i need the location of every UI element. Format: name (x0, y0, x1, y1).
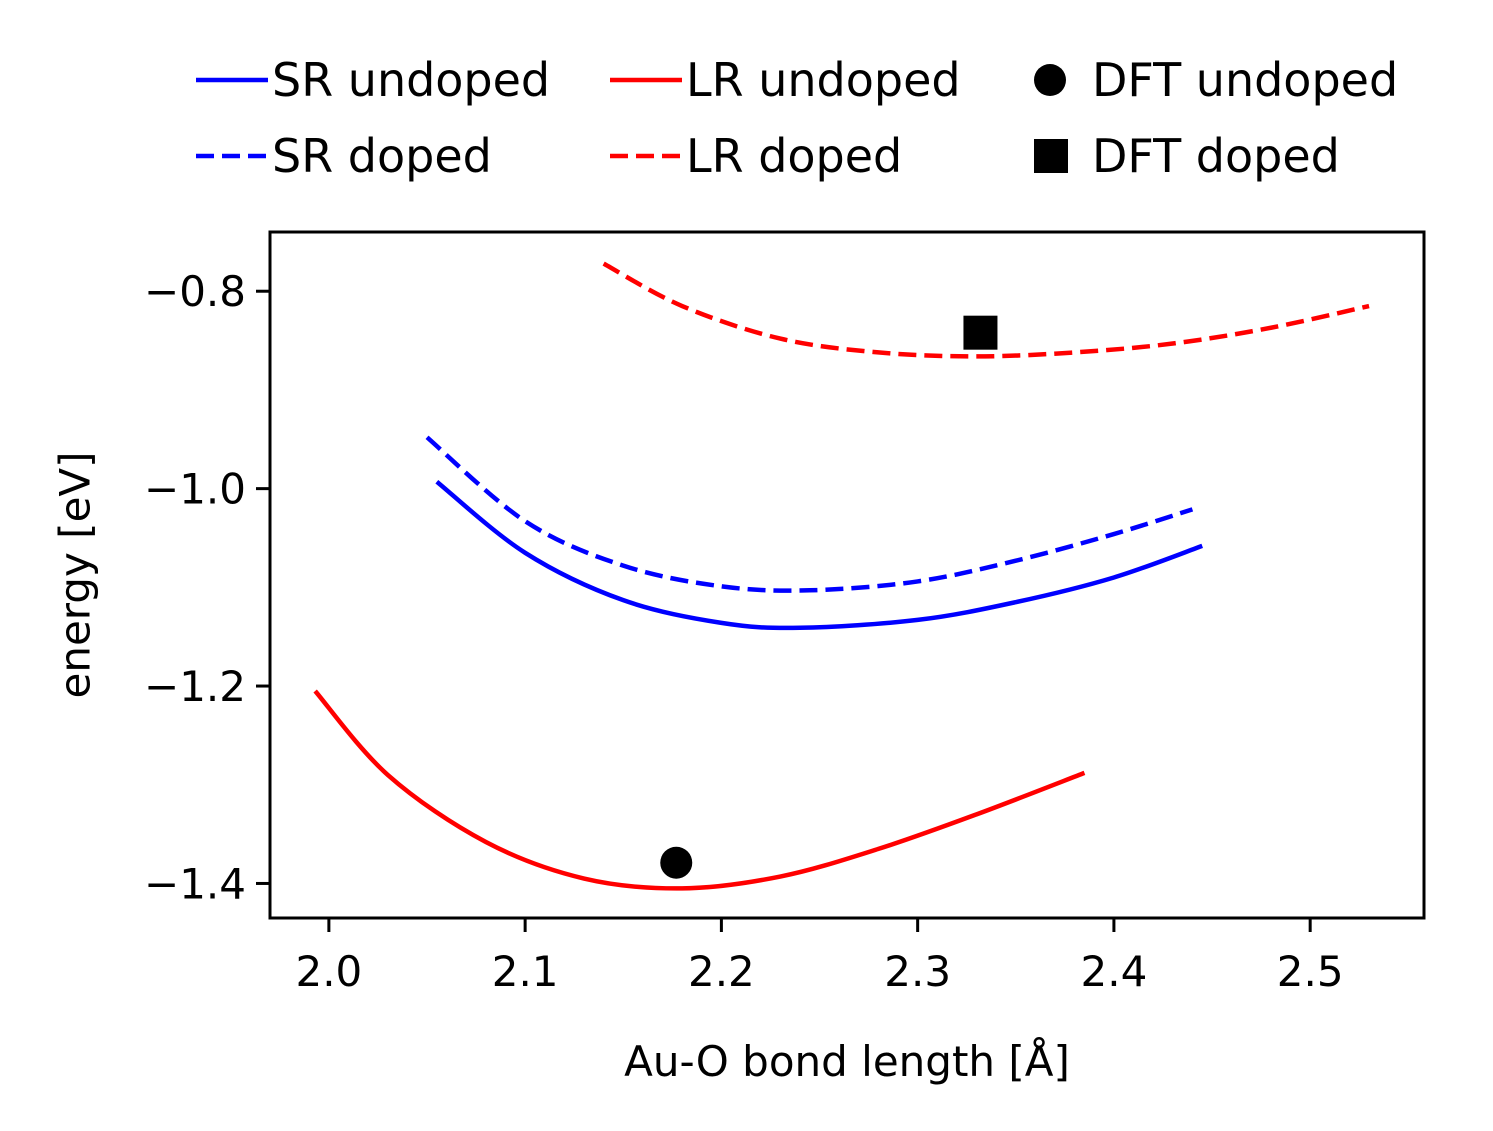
x-tick-label: 2.2 (688, 947, 755, 996)
legend-label-sr-undoped: SR undoped (272, 53, 550, 107)
x-axis-title: Au-O bond length [Å] (624, 1036, 1070, 1086)
legend-swatch-dft-doped (1034, 139, 1068, 173)
legend-label-lr-undoped: LR undoped (686, 53, 961, 107)
legend-item-dft-undoped: DFT undoped (1034, 53, 1398, 107)
plot-frame (268, 230, 1426, 920)
plot-area (313, 261, 1370, 891)
series-line-sr-undoped (435, 479, 1203, 631)
legend-item-lr-doped: LR doped (610, 129, 902, 183)
x-tick-label: 2.5 (1277, 947, 1344, 996)
y-tick-label: −1.4 (144, 859, 246, 908)
y-tick-label: −1.0 (144, 465, 246, 514)
series-line-sr-doped (425, 435, 1194, 593)
legend-item-lr-undoped: LR undoped (610, 53, 961, 107)
legend-label-sr-doped: SR doped (272, 129, 492, 183)
data-point-dft-doped (963, 315, 998, 350)
x-tick-label: 2.3 (884, 947, 951, 996)
legend-item-sr-doped: SR doped (196, 129, 492, 183)
y-tick-label: −1.2 (144, 662, 246, 711)
x-tick-label: 2.0 (295, 947, 362, 996)
series-line-lr-doped (602, 261, 1370, 359)
x-tick-label: 2.4 (1081, 947, 1148, 996)
y-axis: −1.4 −1.2 −1.0 −0.8 (144, 267, 270, 908)
x-axis: 2.0 2.1 2.2 2.3 2.4 2.5 (295, 918, 1344, 996)
legend-label-lr-doped: LR doped (686, 129, 902, 183)
data-point-dft-undoped (660, 846, 693, 879)
x-tick-label: 2.1 (492, 947, 559, 996)
legend-swatch-dft-undoped (1034, 64, 1066, 96)
legend-label-dft-doped: DFT doped (1092, 129, 1340, 183)
legend-label-dft-undoped: DFT undoped (1092, 53, 1398, 107)
y-tick-label: −0.8 (144, 267, 246, 316)
series-line-lr-undoped (313, 689, 1086, 891)
y-axis-title: energy [eV] (51, 451, 100, 698)
legend: SR undoped SR doped LR undoped LR doped DFT … (196, 53, 1398, 183)
legend-item-sr-undoped: SR undoped (196, 53, 550, 107)
legend-item-dft-doped: DFT doped (1034, 129, 1340, 183)
